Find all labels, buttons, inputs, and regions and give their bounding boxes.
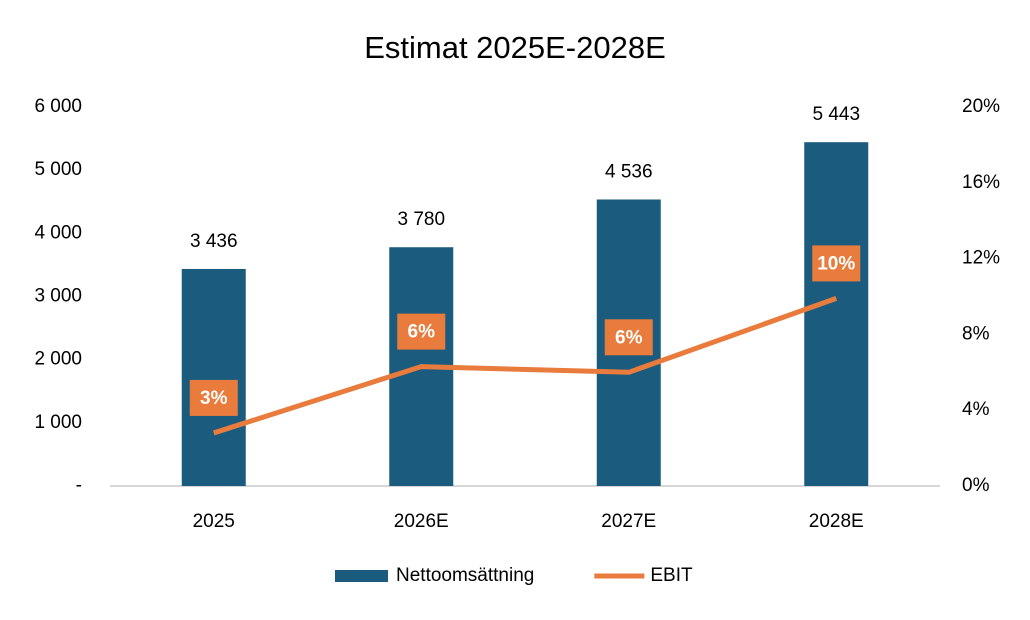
x-tick-label: 2027E — [601, 511, 656, 532]
y2-tick-label: 16% — [962, 172, 1000, 193]
bar-value-label: 3 780 — [397, 209, 445, 230]
bar-value-label: 4 536 — [605, 161, 653, 182]
chart-title: Estimat 2025E-2028E — [364, 30, 666, 65]
bar-value-label: 5 443 — [812, 104, 860, 125]
line-value-label: 6% — [408, 322, 436, 343]
label-box — [604, 319, 653, 356]
label-box — [189, 379, 238, 416]
y2-tick-label: 12% — [962, 248, 1000, 269]
y2-tick-label: 8% — [962, 323, 990, 344]
legend-swatch — [335, 570, 388, 582]
label-box — [397, 313, 446, 350]
y-tick-label: 5 000 — [34, 159, 82, 180]
y-tick-label: 2 000 — [34, 349, 82, 370]
label-box — [812, 245, 861, 282]
y2-tick-label: 4% — [962, 399, 990, 420]
y2-tick-label: 20% — [962, 96, 1000, 117]
line — [212, 296, 838, 436]
x-tick-label: 2028E — [809, 511, 864, 532]
line-value-label: 3% — [200, 388, 228, 409]
bar-value-label: 3 436 — [190, 231, 238, 252]
x-tick-label: 2025 — [193, 511, 235, 532]
line-value-label: 10% — [817, 253, 855, 274]
bar — [181, 268, 246, 486]
line-value-label: 6% — [615, 327, 643, 348]
y-tick-label: 4 000 — [34, 222, 82, 243]
bar — [804, 142, 869, 486]
y-tick-label: 1 000 — [34, 412, 82, 433]
legend-label: Nettoomsättning — [396, 565, 534, 586]
y2-tick-label: 0% — [962, 475, 990, 496]
y-tick-label: - — [76, 475, 82, 496]
y-tick-label: 3 000 — [34, 286, 82, 307]
y-tick-label: 6 000 — [34, 96, 82, 117]
legend-label: EBIT — [650, 565, 693, 586]
x-tick-label: 2026E — [394, 511, 449, 532]
